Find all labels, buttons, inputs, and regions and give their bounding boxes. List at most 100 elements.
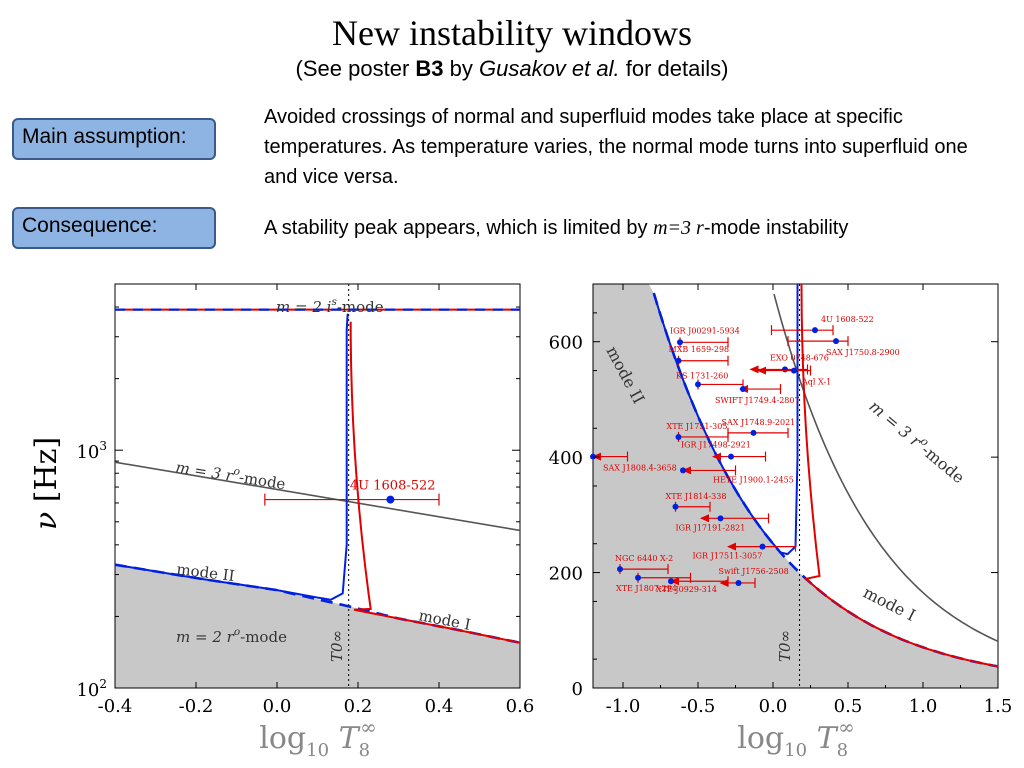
- right-source-label: SWIFT J1749.4-2807: [715, 396, 800, 405]
- main-assumption-text: Avoided crossings of normal and superflu…: [264, 106, 968, 188]
- main-assumption-box: Main assumption:: [12, 118, 216, 160]
- left-is-mode-label: m = 2 is-mode: [276, 296, 384, 316]
- right-source-arrow: [712, 452, 721, 461]
- right-xtick-label: 1.0: [909, 696, 938, 717]
- right-source-point: [740, 386, 746, 393]
- right-source-point: [833, 338, 839, 345]
- right-mode-I-curve: [800, 283, 999, 668]
- right-source-point: [680, 467, 686, 474]
- right-source-arrow: [592, 452, 601, 461]
- right-source-label: 4U 1608-522: [821, 315, 874, 324]
- right-source-label: XTE J1807-294: [616, 584, 677, 593]
- left-x-axis-label: log10 T8∞: [259, 715, 376, 761]
- right-source-arrow: [670, 577, 679, 586]
- left-r3-mode-curve: [114, 461, 521, 532]
- left-xtick-label: -0.2: [179, 696, 214, 717]
- right-mode-II-curve: [652, 284, 799, 556]
- right-source-point: [695, 381, 701, 388]
- right-source-point: [675, 433, 682, 440]
- right-x-axis-label: log10 T8∞: [737, 715, 854, 761]
- right-source-label: IGR J00291-5934: [670, 326, 740, 335]
- left-xtick-label: 0.2: [344, 696, 373, 717]
- left-stable-region: [115, 564, 520, 688]
- left-axes-frame: [114, 283, 521, 689]
- right-xtick-label: 1.5: [984, 696, 1013, 717]
- right-source-label: IGR J17511-3057: [693, 552, 763, 561]
- left-r2-mode-label: m = 2 ro-mode: [176, 626, 287, 646]
- left-xtick-label: 0.6: [506, 696, 535, 717]
- right-xtick-label: 0.5: [834, 696, 863, 717]
- left-r3-mode-label: m = 3 ro-mode: [174, 456, 287, 493]
- right-xtick-label: 0.0: [759, 696, 788, 717]
- svg-text:m = 3 ro-mode: m = 3 ro-mode: [865, 395, 969, 487]
- left-source-point: [386, 495, 395, 504]
- svg-text:mode I: mode I: [860, 583, 918, 625]
- right-source-label: SAX J1748.9-2021: [722, 418, 796, 427]
- main-assumption-label: Main assumption:: [22, 125, 187, 148]
- right-ytick-label: 200: [549, 564, 583, 585]
- right-source-label: IGR J17191-2821: [676, 523, 746, 532]
- left-source-label: 4U 1608-522: [350, 479, 436, 494]
- right-r3-mode-label: m = 3 ro-mode: [865, 395, 969, 488]
- consequence-box: Consequence:: [12, 207, 216, 249]
- right-source-point: [728, 453, 734, 460]
- right-source-arrow: [749, 365, 759, 374]
- svg-text:m = 3 ro-mode: m = 3 ro-mode: [174, 456, 287, 493]
- left-ytick-label: 103: [76, 439, 107, 463]
- right-source-label: Swift J1756-2508: [719, 567, 789, 576]
- left-mode-I-curve: [349, 321, 521, 644]
- right-xtick-label: -1.0: [606, 696, 641, 717]
- right-r3-mode-curve: [773, 293, 999, 643]
- left-mode-II-curve: [114, 313, 349, 601]
- right-mode-I-label: mode I: [860, 583, 918, 625]
- right-source-label: Aql X-1: [801, 378, 831, 387]
- slide-title: New instability windows: [332, 13, 692, 53]
- right-source-arrow: [727, 542, 736, 551]
- right-source-point: [668, 578, 674, 585]
- right-source-label: NGC 6440 X-2: [615, 554, 673, 563]
- right-source-label: EXO 0748-676: [770, 353, 829, 362]
- right-source-point: [812, 327, 818, 334]
- right-source-point: [677, 339, 683, 346]
- right-source-label: SAX J1808.4-3658: [603, 464, 677, 473]
- left-xtick-label: 0.0: [263, 696, 292, 717]
- right-source-arrow: [700, 514, 709, 523]
- left-t0-label: T0∞: [328, 630, 346, 662]
- right-source-point: [782, 366, 788, 373]
- consequence-text: A stability peak appears, which is limit…: [264, 217, 849, 239]
- right-source-label: SAX J1750.8-2900: [826, 348, 900, 357]
- right-ytick-label: 400: [549, 448, 583, 469]
- left-y-axis-label: ν [Hz]: [29, 437, 64, 530]
- right-source-arrow: [757, 366, 766, 375]
- right-source-label: HETE J1900.1-2455: [713, 475, 794, 484]
- right-source-point: [735, 579, 742, 586]
- right-t0-label: T0∞: [776, 630, 794, 662]
- right-source-point: [717, 515, 724, 522]
- right-source-point: [791, 367, 797, 374]
- left-xtick-label: 0.4: [425, 696, 454, 717]
- right-stable-region: [593, 284, 998, 688]
- svg-text:m = 2 ro-mode: m = 2 ro-mode: [176, 626, 287, 646]
- right-source-label: KS 1731-260: [676, 371, 728, 380]
- right-source-point: [675, 357, 682, 364]
- right-source-label: IGR J17498-2921: [681, 441, 751, 450]
- right-source-point: [672, 503, 679, 510]
- right-source-label: XTE J1751-305: [667, 422, 728, 431]
- left-ytick-label: 102: [76, 677, 107, 701]
- right-source-label: XTE J1814-338: [666, 492, 727, 501]
- right-source-point: [617, 566, 623, 573]
- right-source-arrow: [682, 466, 691, 475]
- consequence-label: Consequence:: [22, 214, 158, 237]
- slide-subtitle: (See poster B3 by Gusakov et al. for det…: [295, 56, 729, 81]
- right-ytick-label: 0: [572, 679, 583, 700]
- right-source-point: [635, 574, 641, 581]
- right-source-point: [750, 429, 757, 436]
- right-xtick-label: -0.5: [681, 696, 716, 717]
- left-xtick-label: -0.4: [98, 696, 133, 717]
- right-source-point: [759, 543, 766, 550]
- right-source-point: [590, 453, 596, 460]
- right-ytick-label: 600: [549, 333, 583, 354]
